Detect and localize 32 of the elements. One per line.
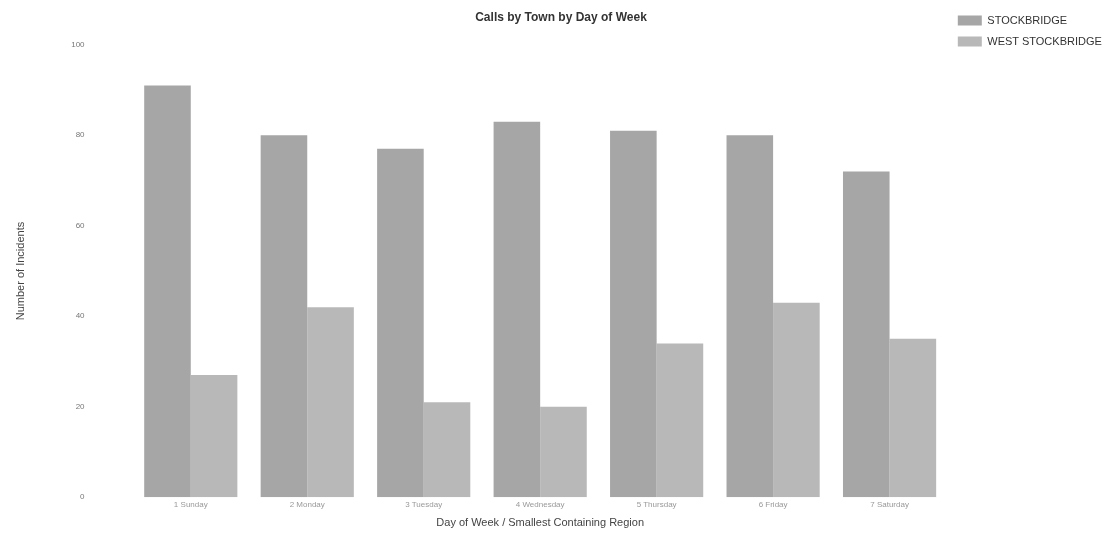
y-tick-label: 40: [75, 311, 86, 321]
x-tick-label: 3 Tuesday: [405, 500, 443, 510]
bar: [307, 307, 354, 498]
bar: [260, 135, 308, 498]
y-tick-label: 80: [75, 130, 86, 140]
chart-title: Calls by Town by Day of Week: [475, 9, 648, 24]
bar: [726, 135, 774, 498]
y-tick-label: 100: [71, 40, 86, 49]
y-tick-label: 0: [80, 492, 86, 502]
y-axis-title: Number of Incidents: [13, 221, 26, 321]
bar: [842, 171, 890, 498]
bar: [190, 375, 238, 498]
x-tick-label: 5 Thursday: [636, 500, 677, 510]
x-tick-label: 7 Saturday: [870, 500, 909, 510]
bar: [610, 130, 657, 498]
bar: [773, 302, 820, 498]
bar: [423, 402, 471, 498]
bar: [540, 406, 587, 498]
bar: [656, 343, 704, 498]
bar: [493, 121, 541, 498]
y-tick-label: 60: [75, 220, 86, 230]
bar: [144, 85, 191, 498]
legend-label: STOCKBRIDGE: [987, 13, 1068, 26]
x-tick-label: 1 Sunday: [173, 500, 208, 510]
x-tick-label: 6 Friday: [758, 500, 788, 510]
x-tick-label: 4 Wednesday: [515, 500, 565, 510]
bar: [889, 338, 937, 498]
x-tick-label: 2 Monday: [289, 500, 325, 510]
y-tick-label: 20: [75, 401, 86, 411]
x-axis-title: Day of Week / Smallest Containing Region: [436, 516, 645, 529]
bar: [377, 148, 424, 498]
legend-label: WEST STOCKBRIDGE: [987, 34, 1102, 47]
